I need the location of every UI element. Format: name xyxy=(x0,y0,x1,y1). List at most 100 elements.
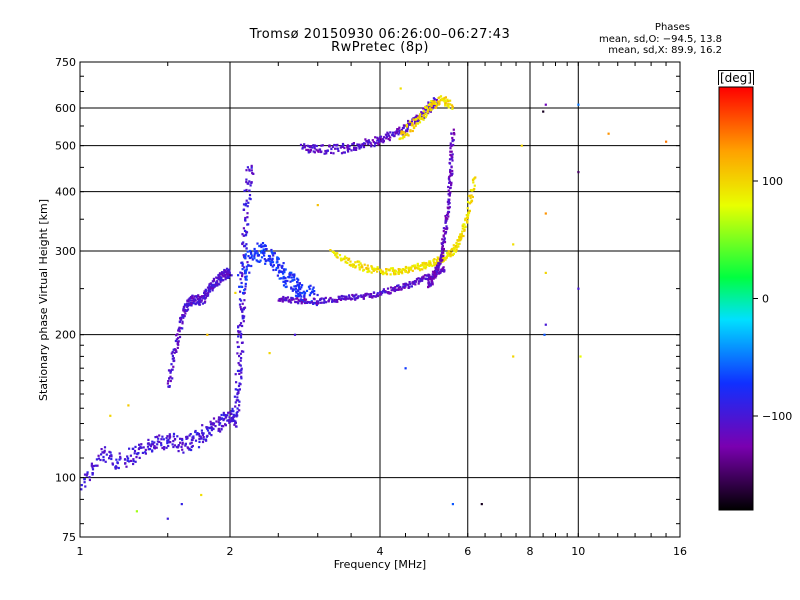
scatter-point xyxy=(389,273,392,276)
scatter-point xyxy=(270,263,273,267)
scatter-point xyxy=(357,263,360,266)
scatter-point xyxy=(239,278,242,281)
x-axis-ticks: 1 2 4 6 8 10 16 xyxy=(77,62,687,558)
scatter-point xyxy=(104,460,107,463)
scatter-point xyxy=(423,112,426,115)
scatter-point xyxy=(350,149,353,152)
scatter-point xyxy=(250,264,253,268)
scatter-point xyxy=(452,244,455,247)
scatter-point xyxy=(177,343,180,346)
scatter-point xyxy=(470,194,473,197)
scatter-point xyxy=(346,148,349,151)
scatter-point xyxy=(436,100,440,103)
scatter-point xyxy=(199,300,202,303)
scatter-point xyxy=(391,287,395,291)
scatter-point xyxy=(110,455,113,458)
scatter-point xyxy=(342,295,345,298)
scatter-point xyxy=(430,106,433,110)
scatter-point xyxy=(206,429,210,432)
scatter-point xyxy=(351,143,354,146)
scatter-point xyxy=(211,289,214,292)
scatter-point xyxy=(194,439,198,442)
scatter-point xyxy=(397,268,400,271)
scatter-point xyxy=(234,401,237,404)
scatter-point xyxy=(234,405,237,408)
scatter-point xyxy=(167,444,170,448)
scatter-point xyxy=(423,265,426,268)
scatter-point xyxy=(271,252,274,255)
scatter-point xyxy=(374,141,377,144)
scatter-point xyxy=(175,338,178,341)
scatter-point xyxy=(256,242,259,245)
scatter-point xyxy=(111,462,114,465)
scatter-point xyxy=(282,272,285,275)
scatter-point xyxy=(444,104,447,107)
scatter-point xyxy=(402,124,405,127)
scatter-point xyxy=(421,117,424,121)
scatter-point xyxy=(428,106,432,109)
scatter-point xyxy=(211,283,214,286)
scatter-point xyxy=(355,293,358,296)
scatter-point xyxy=(239,359,242,362)
scatter-point xyxy=(196,301,199,304)
scatter-point xyxy=(404,124,407,127)
scatter-point xyxy=(433,258,436,261)
scatter-point xyxy=(294,294,298,297)
scatter-point xyxy=(245,278,248,281)
scatter-point xyxy=(320,144,323,147)
scatter-point xyxy=(233,395,236,398)
scatter-point xyxy=(217,278,220,281)
scatter-point xyxy=(407,122,410,125)
scatter-point xyxy=(422,118,425,121)
scatter-point xyxy=(447,215,450,218)
scatter-point xyxy=(432,277,435,280)
scatter-point xyxy=(241,261,244,264)
scatter-point xyxy=(126,459,129,462)
scatter-point xyxy=(241,264,244,267)
scatter-point xyxy=(405,125,408,128)
scatter-point xyxy=(236,410,239,413)
scatter-point xyxy=(212,427,215,431)
scatter-point xyxy=(230,412,233,416)
scatter-point xyxy=(233,423,236,426)
scatter-point xyxy=(422,110,425,113)
scatter-point xyxy=(95,458,98,461)
scatter-point xyxy=(236,396,239,399)
scatter-point xyxy=(256,254,259,257)
colorbar-unit-label: [deg] xyxy=(718,70,754,85)
scatter-point xyxy=(186,305,189,308)
scatter-point xyxy=(239,352,242,355)
scatter-point xyxy=(334,147,337,150)
scatter-point xyxy=(316,302,320,305)
scatter-point xyxy=(230,410,233,413)
scatter-point xyxy=(398,288,401,291)
scatter-point xyxy=(277,299,280,302)
scatter-point xyxy=(391,269,394,273)
scatter-point xyxy=(203,296,206,299)
scatter-point xyxy=(288,271,292,274)
scatter-point xyxy=(309,149,313,152)
scatter-point xyxy=(218,273,221,276)
scatter-point xyxy=(415,266,418,269)
scatter-point xyxy=(450,182,453,185)
scatter-point xyxy=(421,116,424,119)
scatter-point xyxy=(396,284,399,287)
scatter-point xyxy=(371,296,374,299)
phase-o-stats: mean, sd,O: −94.5, 13.8 xyxy=(599,34,722,45)
scatter-point xyxy=(244,234,247,237)
scatter-point xyxy=(235,399,238,402)
scatter-point xyxy=(242,234,245,237)
scatter-point xyxy=(301,284,304,287)
scatter-point xyxy=(177,329,180,332)
scatter-point xyxy=(331,145,334,148)
scatter-point xyxy=(344,261,347,264)
scatter-point xyxy=(124,458,127,461)
scatter-point xyxy=(401,268,404,271)
scatter-point xyxy=(346,144,350,147)
scatter-point xyxy=(180,503,183,506)
scatter-point xyxy=(447,198,450,201)
scatter-point xyxy=(201,424,204,427)
scatter-point xyxy=(168,385,171,388)
scatter-point xyxy=(420,264,423,267)
scatter-point xyxy=(443,100,446,103)
